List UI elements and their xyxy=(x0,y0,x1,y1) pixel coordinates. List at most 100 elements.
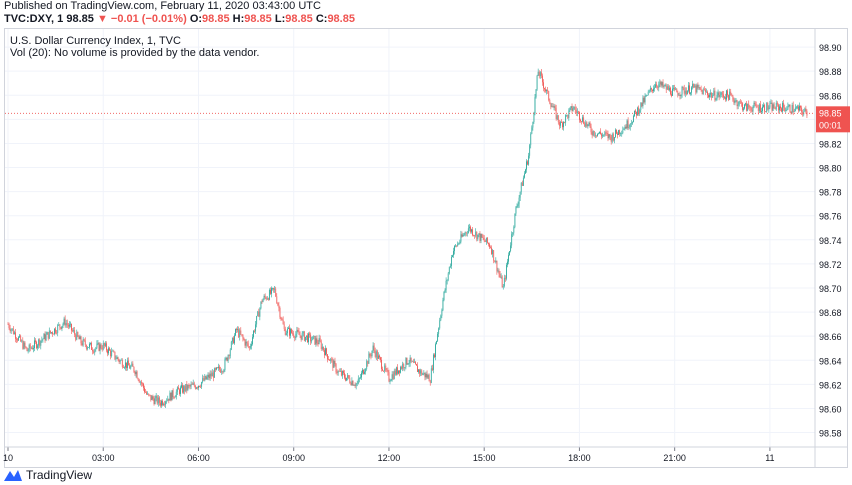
candle-body xyxy=(590,126,592,133)
candle-body xyxy=(186,384,188,390)
candle-body xyxy=(566,114,568,116)
candle-body xyxy=(722,94,724,98)
candle-body xyxy=(101,348,103,350)
candle-body xyxy=(412,361,414,363)
candle-body xyxy=(597,133,598,137)
candle-body xyxy=(612,134,614,141)
candle-body xyxy=(521,182,523,186)
y-tick-label: 98.76 xyxy=(819,212,842,222)
open-value: 98.85 xyxy=(202,13,230,25)
candle-body xyxy=(234,335,235,344)
candle-body xyxy=(339,371,341,372)
candle-body xyxy=(625,126,627,129)
candle-body xyxy=(562,122,563,128)
candle-body xyxy=(496,260,498,272)
candle-body xyxy=(346,377,348,381)
candle-body xyxy=(480,234,482,241)
candle-body xyxy=(158,397,160,403)
candle-body xyxy=(706,91,707,93)
candle-body xyxy=(296,329,298,335)
price-chart[interactable]: 98.9098.8898.8698.8498.8298.8098.7898.76… xyxy=(0,0,852,468)
candle-body xyxy=(754,102,756,104)
y-tick-label: 98.80 xyxy=(819,164,842,174)
close-label: C: xyxy=(315,13,328,25)
candle-body xyxy=(327,354,328,360)
candle-body xyxy=(616,129,617,134)
candle-body xyxy=(370,355,372,357)
candle-body xyxy=(110,350,112,357)
candle-body xyxy=(733,99,735,103)
candle-body xyxy=(204,375,206,381)
candle-body xyxy=(698,87,700,88)
candle-body xyxy=(587,124,589,127)
candle-body xyxy=(225,357,227,360)
chart-frame[interactable] xyxy=(4,28,848,468)
candle-body xyxy=(317,342,319,345)
y-tick-label: 98.90 xyxy=(819,43,842,53)
last-price-label: 98.85 xyxy=(819,108,842,118)
candle-body xyxy=(208,374,210,379)
candle-body xyxy=(804,108,806,112)
candle-body xyxy=(622,129,624,134)
candle-body xyxy=(799,105,800,111)
candle-body xyxy=(112,350,114,352)
candle-body xyxy=(432,354,434,370)
candle-body xyxy=(392,374,394,379)
candle-body xyxy=(315,338,317,345)
candle-body xyxy=(701,89,703,95)
candle-body xyxy=(692,83,694,88)
candle-body xyxy=(763,105,764,107)
candle-body xyxy=(171,390,173,401)
candle-body xyxy=(512,232,514,235)
candle-body xyxy=(373,345,375,351)
candle-body xyxy=(545,89,546,92)
candle-body xyxy=(382,368,384,371)
candle-body xyxy=(753,102,755,108)
candle-body xyxy=(228,355,230,357)
candle-body xyxy=(721,92,723,95)
candle-body xyxy=(718,92,720,97)
candle-body xyxy=(427,375,429,378)
candle-body xyxy=(260,301,262,309)
y-tick-label: 98.60 xyxy=(819,404,842,414)
y-tick-label: 98.72 xyxy=(819,260,842,270)
candle-body xyxy=(467,228,469,234)
candle-body xyxy=(769,103,771,108)
candle-body xyxy=(541,75,543,83)
candle-body xyxy=(118,359,120,363)
candle-body xyxy=(271,288,272,294)
candle-body xyxy=(216,367,217,370)
candle-body xyxy=(426,373,428,378)
candle-body xyxy=(299,334,301,336)
candle-body xyxy=(357,378,359,384)
candle-body xyxy=(36,341,37,348)
y-tick-label: 98.82 xyxy=(819,139,842,149)
candle-body xyxy=(226,357,228,361)
candle-body xyxy=(197,387,198,389)
x-tick-label: 21:00 xyxy=(663,453,686,463)
candle-body xyxy=(192,383,194,385)
candle-body xyxy=(773,104,775,109)
candle-body xyxy=(213,368,215,378)
candle-body xyxy=(219,366,221,370)
candle-body xyxy=(422,373,424,375)
candle-body xyxy=(67,324,69,327)
candle-body xyxy=(531,127,533,134)
candle-body xyxy=(659,81,661,85)
candle-body xyxy=(573,107,575,109)
candle-body xyxy=(674,87,676,90)
candle-body xyxy=(205,375,207,380)
candle-body xyxy=(130,366,132,369)
candle-body xyxy=(704,89,706,93)
candle-body xyxy=(35,340,36,342)
candle-body xyxy=(337,371,339,373)
candle-body xyxy=(297,329,299,332)
candle-body xyxy=(569,107,571,111)
candle-body xyxy=(507,261,508,265)
candle-body xyxy=(642,97,644,107)
candle-body xyxy=(739,101,741,103)
candle-body xyxy=(479,233,481,241)
candle-body xyxy=(143,383,144,388)
candle-body xyxy=(650,88,652,90)
candle-body xyxy=(604,132,606,135)
